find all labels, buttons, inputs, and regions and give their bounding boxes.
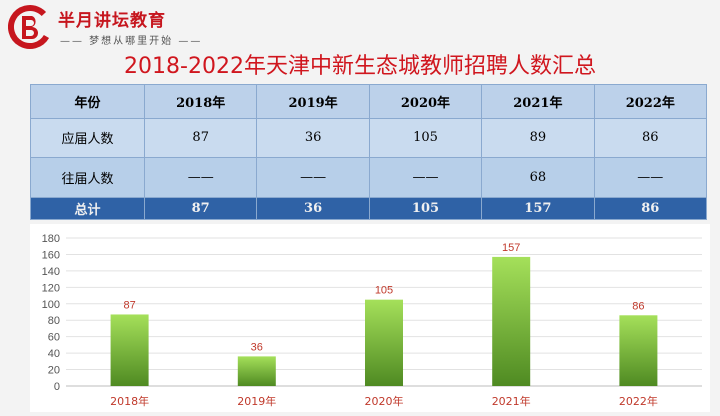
table-cell: 86 <box>593 196 708 221</box>
bar <box>237 356 276 386</box>
x-tick-label: 2018年 <box>110 394 149 408</box>
table-header-row: 年份 2018年 2019年 2020年 2021年 2022年 <box>30 83 708 120</box>
chart-canvas: 0 20 40 60 80 100 120 140 160 180 87 2018年 36 2019年 1… <box>42 233 702 408</box>
y-tick-label: 60 <box>48 332 60 344</box>
header-cell: 2021年 <box>481 83 595 120</box>
bar <box>619 315 658 386</box>
table-cell: 87 <box>143 118 258 158</box>
x-tick-label: 2020年 <box>365 394 404 408</box>
table-total-row: 总计 87 36 105 157 86 <box>30 196 708 221</box>
bar-chart: 0 20 40 60 80 100 120 140 160 180 87 2018年 36 2019年 1… <box>30 224 710 412</box>
x-tick-label: 2021年 <box>492 394 531 408</box>
y-tick-label: 0 <box>54 381 60 393</box>
header-cell: 年份 <box>30 83 145 120</box>
data-label: 157 <box>502 242 520 254</box>
y-tick-label: 40 <box>48 348 60 360</box>
header-cell: 2022年 <box>593 83 708 120</box>
logo-slogan: —— 梦想从哪里开始 —— <box>60 36 203 47</box>
header-cell: 2020年 <box>368 83 483 120</box>
y-tick-label: 140 <box>42 266 60 278</box>
table-cell: —— <box>143 156 258 198</box>
y-tick-label: 180 <box>42 233 60 245</box>
y-tick-label: 20 <box>48 365 60 377</box>
table-row: 应届人数 87 36 105 89 86 <box>30 118 708 158</box>
y-tick-label: 160 <box>42 249 60 261</box>
table-cell: 89 <box>481 118 595 158</box>
table-cell: 36 <box>256 196 370 221</box>
table-cell: 68 <box>481 156 595 198</box>
y-tick-label: 100 <box>42 299 60 311</box>
y-tick-label: 120 <box>42 282 60 294</box>
data-label: 36 <box>251 341 263 353</box>
logo-title: 半月讲坛教育 <box>58 11 166 31</box>
bar <box>110 314 149 386</box>
bar <box>365 299 403 386</box>
table-cell: —— <box>256 156 370 198</box>
table-cell: 87 <box>143 196 258 221</box>
logo-mark-icon <box>8 4 52 49</box>
data-label: 86 <box>632 300 644 312</box>
table-cell: 86 <box>593 118 708 158</box>
page-title: 2018-2022年天津中新生态城教师招聘人数汇总 <box>124 54 596 79</box>
header-cell: 2019年 <box>256 83 370 120</box>
y-tick-label: 80 <box>48 315 60 327</box>
table-cell: 157 <box>481 196 595 221</box>
brand-logo: 半月讲坛教育 —— 梦想从哪里开始 —— <box>8 4 208 54</box>
x-tick-label: 2019年 <box>237 394 276 408</box>
data-label: 105 <box>375 285 393 297</box>
row-label: 总计 <box>30 196 145 221</box>
x-tick-label: 2022年 <box>619 394 658 408</box>
summary-table: 年份 2018年 2019年 2020年 2021年 2022年 应届人数 87… <box>30 83 708 221</box>
table-cell: —— <box>593 156 708 198</box>
table-cell: 105 <box>368 118 483 158</box>
header-cell: 2018年 <box>143 83 258 120</box>
table-cell: —— <box>368 156 483 198</box>
table-cell: 36 <box>256 118 370 158</box>
table-row: 往届人数 —— —— —— 68 —— <box>30 156 708 198</box>
data-label: 87 <box>123 299 135 311</box>
row-label: 应届人数 <box>30 118 145 158</box>
table-cell: 105 <box>368 196 483 221</box>
bar <box>492 256 531 386</box>
row-label: 往届人数 <box>30 156 145 198</box>
